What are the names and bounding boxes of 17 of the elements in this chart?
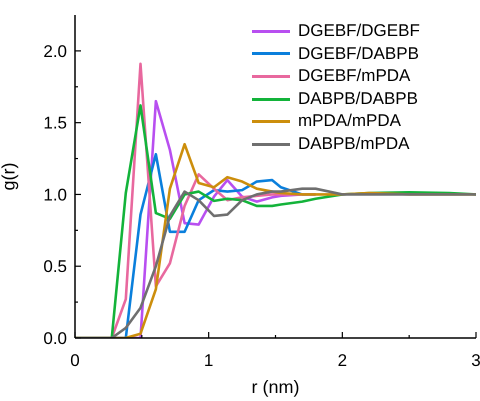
y-tick-label: 1.0 [43,185,67,204]
legend-label: DABPB/DABPB [298,88,418,110]
legend-label: DGEBF/DABPB [298,42,419,65]
legend-label: DGEBF/mPDA [298,65,410,88]
x-axis-title: r (nm) [252,377,300,397]
legend-label: mPDA/mPDA [298,110,401,132]
y-tick-label: 1.5 [43,114,67,133]
y-tick-label: 0.5 [43,257,67,276]
y-axis-title: g(r) [0,162,18,190]
x-tick-label: 0 [70,351,80,370]
legend-label: DGEBF/DGEBF [298,20,420,42]
legend-label: DABPB/mPDA [298,132,410,155]
x-tick-label: 3 [471,351,480,370]
y-tick-label: 2.0 [43,42,67,61]
x-tick-label: 2 [338,351,348,370]
x-tick-label: 1 [204,351,214,370]
y-tick-label: 0.0 [43,329,67,348]
